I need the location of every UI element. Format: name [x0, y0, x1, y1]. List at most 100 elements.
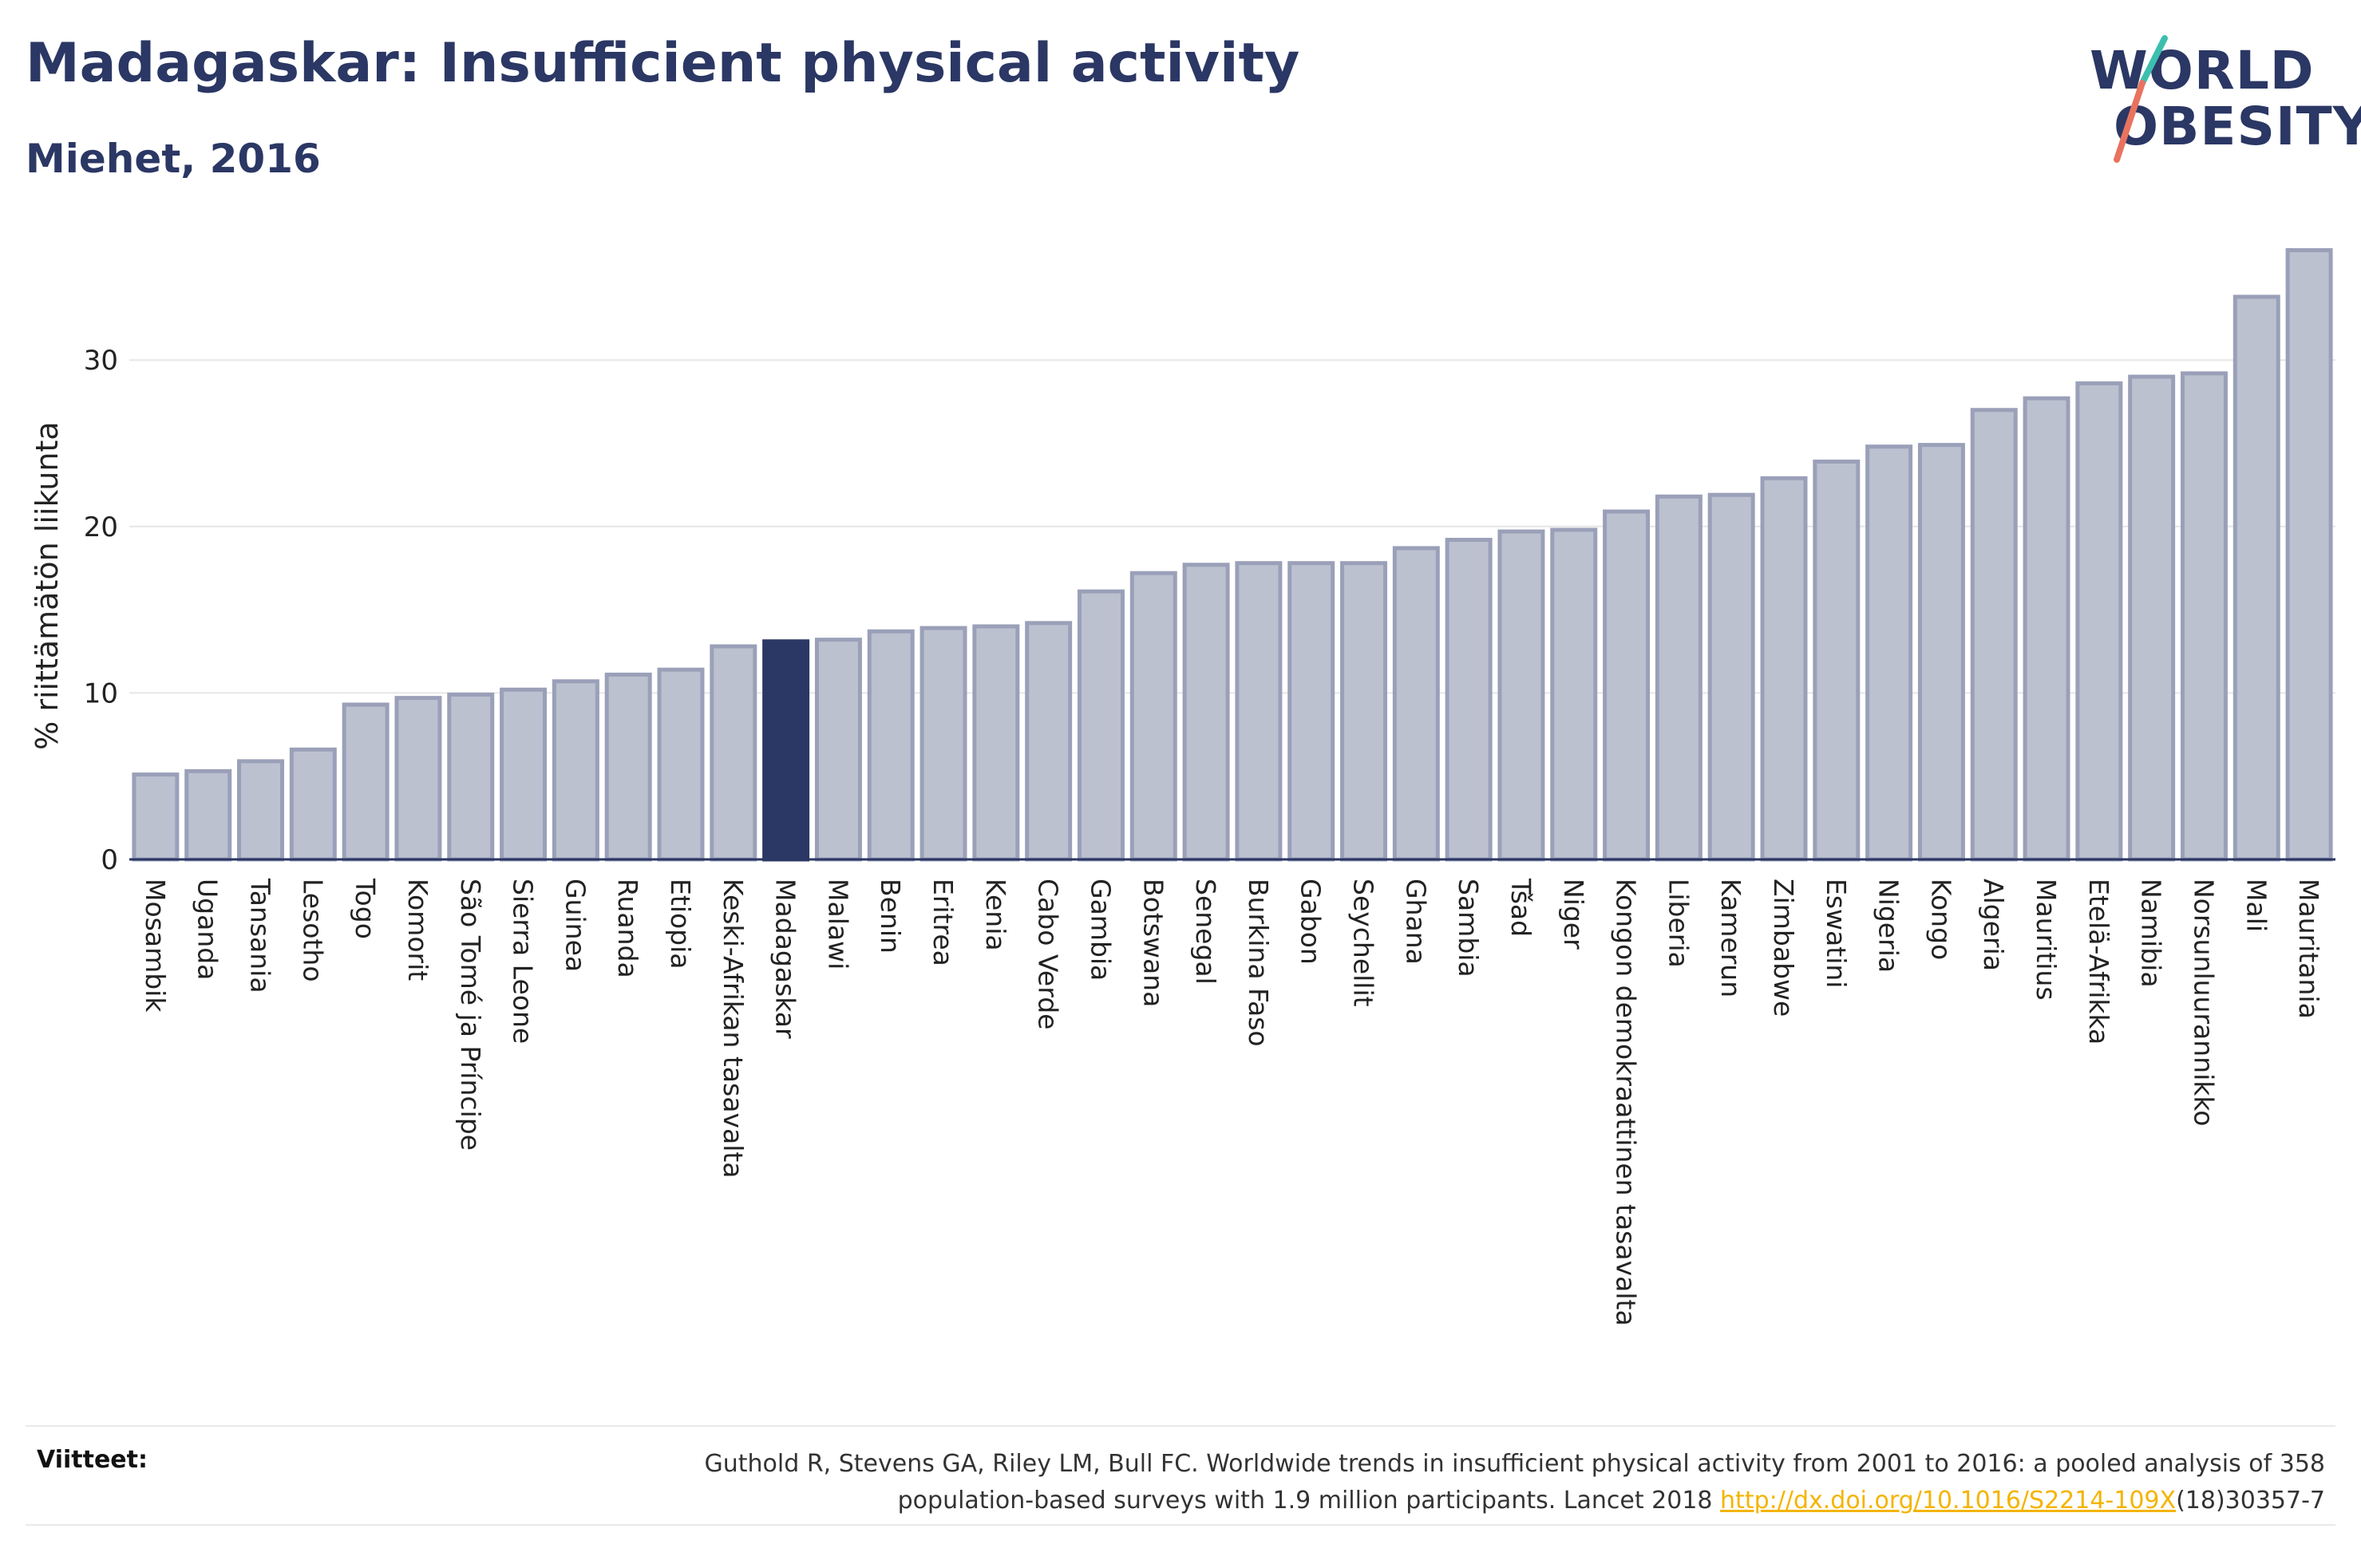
x-tick-label: Malawi: [822, 879, 853, 970]
footer-divider-bottom: [26, 1524, 2335, 1526]
x-tick-label: Tšad: [1505, 878, 1536, 937]
reference-line-1: Guthold R, Stevens GA, Riley LM, Bull FC…: [704, 1450, 2325, 1478]
x-tick-label: Liberia: [1663, 879, 1694, 968]
x-tick-label: Mauritania: [2293, 879, 2324, 1019]
bar: [1760, 476, 1808, 862]
bar: [1129, 571, 1177, 862]
x-tick-label: Senegal: [1190, 879, 1221, 985]
x-tick-label: São Tomé ja Príncipe: [455, 879, 486, 1151]
bar: [1865, 444, 1913, 862]
x-tick-label: Cabo Verde: [1033, 879, 1064, 1029]
x-tick-label: Eswatini: [1821, 879, 1852, 988]
x-tick-label: Mauritius: [2031, 879, 2062, 1001]
bar: [394, 696, 442, 862]
y-tick-label: 0: [101, 844, 118, 876]
x-tick-label: Madagaskar: [770, 879, 801, 1039]
x-tick-label: Togo: [350, 878, 381, 939]
x-tick-label: Sierra Leone: [508, 879, 539, 1044]
bar: [447, 692, 495, 862]
bar: [762, 639, 810, 862]
bar: [1917, 443, 1965, 862]
bar: [1287, 561, 1335, 862]
bar: [2075, 381, 2123, 862]
x-tick-label: Gambia: [1085, 879, 1116, 981]
reference-line-2-text: population-based surveys with 1.9 millio…: [897, 1487, 1721, 1515]
bar: [132, 772, 180, 862]
bar: [1445, 537, 1493, 862]
x-tick-label: Norsunluurannikko: [2188, 879, 2219, 1127]
bar: [657, 667, 705, 862]
x-tick-label: Kamerun: [1715, 879, 1746, 997]
chart-title: Madagaskar: Insufficient physical activi…: [26, 32, 1300, 95]
x-tick-label: Burkina Faso: [1243, 879, 1274, 1047]
bar: [1182, 563, 1230, 862]
bar: [552, 679, 599, 862]
reference-line-2-suffix: (18)30357-7: [2176, 1487, 2325, 1515]
x-tick-label: Mosambik: [140, 879, 171, 1013]
x-tick-label: Sambia: [1453, 879, 1484, 978]
bar: [1813, 459, 1861, 862]
bar: [1392, 546, 1440, 862]
x-tick-label: Gabon: [1295, 879, 1327, 965]
x-tick-label: Keski-Afrikan tasavalta: [718, 879, 749, 1179]
x-tick-label: Lesotho: [297, 879, 328, 982]
x-tick-label: Nigeria: [1873, 879, 1904, 973]
doi-link[interactable]: http://dx.doi.org/10.1016/S2214-109X: [1720, 1487, 2177, 1515]
bar: [2128, 374, 2176, 862]
bar: [1550, 527, 1598, 862]
bar: [1707, 492, 1755, 862]
logo-word-world: WORLD: [2090, 40, 2315, 101]
bar: [814, 638, 862, 862]
x-tick-label: Botswana: [1137, 879, 1169, 1007]
x-tick-label: Etiopia: [665, 879, 696, 970]
bar: [1970, 408, 2018, 862]
bar: [710, 644, 757, 862]
reference-line-2: population-based surveys with 1.9 millio…: [489, 1483, 2325, 1519]
bar: [1077, 589, 1125, 862]
x-tick-label: Kongon demokraattinen tasavalta: [1611, 879, 1642, 1326]
x-tick-label: Mali: [2240, 879, 2272, 932]
x-tick-label: Niger: [1558, 879, 1589, 950]
references-text: Guthold R, Stevens GA, Riley LM, Bull FC…: [489, 1446, 2325, 1519]
bar: [2180, 371, 2228, 862]
x-tick-label: Komorit: [402, 879, 433, 981]
bar-chart: 0 10 20 30 % riittämätön liikunta Mosambik Uga…: [30, 248, 2335, 1326]
bar: [184, 768, 232, 862]
logo-word-obesity: OBESITY: [2114, 96, 2361, 157]
x-tick-label: Benin: [875, 879, 906, 954]
x-tick-label: Tansania: [245, 878, 276, 993]
bar: [500, 687, 548, 862]
y-tick-label: 10: [84, 677, 118, 709]
x-tick-label: Algeria: [1978, 879, 2009, 971]
bar: [2023, 396, 2070, 862]
x-tick-label: Etelä-Afrikka: [2083, 879, 2114, 1045]
x-tick-label: Uganda: [192, 879, 223, 980]
bar: [1497, 529, 1545, 862]
x-tick-label: Namibia: [2136, 879, 2167, 988]
chart-subtitle: Miehet, 2016: [26, 136, 321, 182]
x-tick-label: Ruanda: [612, 879, 643, 978]
bar: [342, 702, 390, 862]
bar: [2232, 294, 2280, 862]
x-tick-label: Zimbabwe: [1768, 879, 1799, 1017]
x-tick-label: Eritrea: [927, 879, 959, 966]
references-label: Viitteet:: [37, 1446, 148, 1474]
bar: [1025, 621, 1073, 862]
world-obesity-logo: WORLD OBESITY: [2075, 32, 2361, 168]
bar: [919, 626, 967, 862]
bar: [1603, 509, 1651, 862]
bar: [604, 672, 652, 862]
bar: [972, 624, 1020, 862]
x-tick-label: Kongo: [1925, 879, 1956, 960]
y-tick-label: 30: [84, 345, 118, 377]
x-tick-label: Guinea: [560, 879, 591, 972]
bar: [1340, 561, 1388, 862]
footer-divider-top: [26, 1425, 2335, 1427]
logo-slash-icon: [2114, 35, 2168, 163]
bar: [867, 629, 915, 862]
bar: [2285, 248, 2333, 862]
x-tick-label: Kenia: [980, 879, 1011, 951]
y-axis-title: % riittämätön liikunta: [30, 421, 65, 750]
bar: [237, 759, 285, 862]
x-tick-label: Ghana: [1400, 879, 1431, 965]
